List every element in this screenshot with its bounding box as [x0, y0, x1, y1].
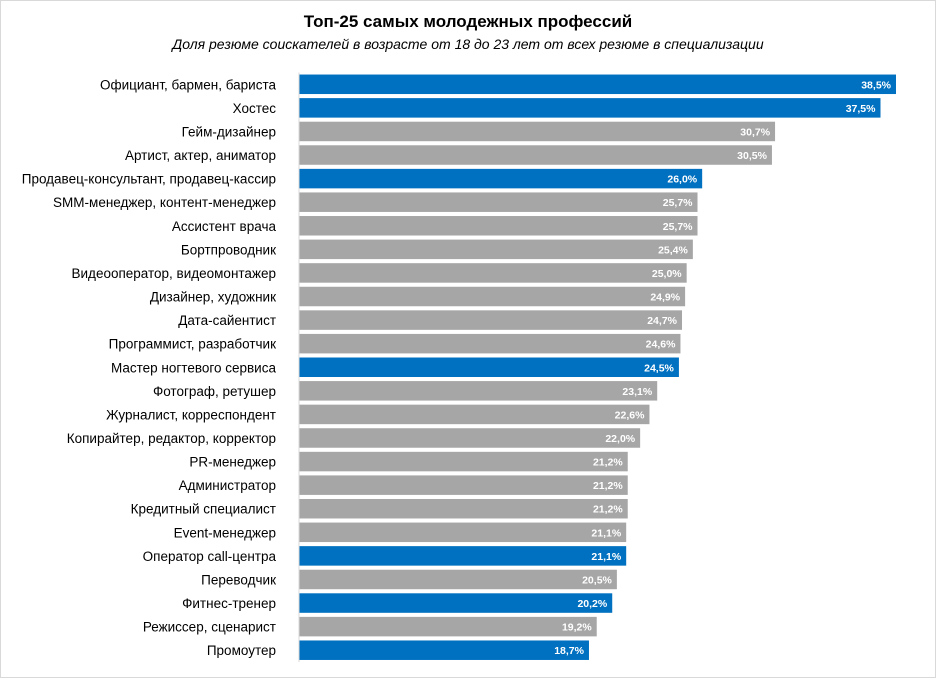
value-label: 37,5%	[846, 103, 876, 115]
bar-14	[299, 381, 658, 401]
category-label: Фотограф, ретушер	[153, 384, 276, 399]
bar-3	[299, 121, 776, 142]
bar-19	[299, 498, 628, 519]
category-label: Фитнес-тренер	[182, 596, 276, 611]
value-label: 21,2%	[593, 480, 623, 492]
bar-2	[299, 98, 881, 118]
category-label: PR-менеджер	[189, 455, 276, 470]
category-label: Гейм-дизайнер	[182, 124, 276, 139]
category-label: Режиссер, сценарист	[143, 620, 276, 635]
category-label: Ассистент врача	[172, 219, 277, 234]
value-label: 25,4%	[658, 244, 688, 256]
bar-15	[299, 404, 650, 425]
chart-title: Топ-25 самых молодежных профессий	[303, 12, 633, 31]
bar-6	[299, 192, 698, 212]
value-label: 30,5%	[737, 150, 767, 162]
category-label: Бортпроводник	[181, 242, 276, 257]
value-label: 21,2%	[593, 504, 623, 516]
bar-16	[299, 428, 641, 448]
bar-13	[299, 357, 679, 377]
category-label: Копирайтер, редактор, корректор	[67, 431, 276, 446]
bar-7	[299, 216, 698, 236]
value-label: 30,7%	[740, 126, 770, 138]
category-label: Event-менеджер	[174, 525, 276, 540]
category-label: Продавец-консультант, продавец-кассир	[22, 172, 276, 187]
category-label: Переводчик	[201, 572, 276, 587]
value-label: 25,0%	[652, 268, 682, 280]
value-label: 26,0%	[667, 174, 697, 186]
value-label: 22,0%	[605, 433, 635, 445]
value-label: 25,7%	[663, 221, 693, 233]
bar-20	[299, 522, 627, 543]
bar-18	[299, 475, 628, 495]
category-label: Оператор call-центра	[143, 549, 277, 564]
bar-23	[299, 593, 613, 613]
value-label: 24,6%	[646, 339, 676, 351]
category-label: Хостес	[233, 101, 277, 116]
category-label: Официант, бармен, бариста	[100, 77, 277, 92]
value-label: 24,7%	[647, 315, 677, 327]
value-label: 19,2%	[562, 622, 592, 634]
category-label: Видеооператор, видеомонтажер	[72, 266, 276, 281]
bar-1	[299, 74, 896, 95]
value-label: 20,2%	[577, 598, 607, 610]
value-label: 18,7%	[554, 645, 584, 657]
value-label: 21,1%	[591, 551, 621, 563]
bar-24	[299, 616, 597, 637]
chart-subtitle: Доля резюме соискателей в возрасте от 18…	[172, 36, 764, 52]
bar-4	[299, 145, 772, 165]
value-label: 22,6%	[615, 409, 645, 421]
category-label: SMM-менеджер, контент-менеджер	[53, 195, 276, 210]
value-label: 21,1%	[591, 527, 621, 539]
category-label: Кредитный специалист	[131, 502, 276, 517]
category-label: Промоутер	[207, 643, 276, 658]
value-label: 20,5%	[582, 574, 612, 586]
category-label: Администратор	[179, 478, 276, 493]
bar-5	[299, 168, 703, 189]
bar-25	[299, 640, 589, 660]
value-label: 24,9%	[650, 292, 680, 304]
value-label: 23,1%	[622, 386, 652, 398]
bar-10	[299, 286, 686, 307]
category-label: Журналист, корреспондент	[106, 407, 276, 422]
bar-22	[299, 569, 617, 590]
category-label: Дизайнер, художник	[150, 290, 276, 305]
category-label: Программист, разработчик	[109, 337, 276, 352]
category-label: Мастер ногтевого сервиса	[111, 360, 277, 375]
value-label: 25,7%	[663, 197, 693, 209]
bar-21	[299, 546, 627, 566]
bar-8	[299, 239, 693, 260]
bar-12	[299, 333, 681, 354]
bar-17	[299, 451, 628, 472]
value-label: 21,2%	[593, 457, 623, 469]
value-label: 38,5%	[861, 79, 891, 91]
value-label: 24,5%	[644, 362, 674, 374]
bar-9	[299, 263, 687, 283]
category-label: Дата-сайентист	[178, 313, 276, 328]
category-label: Артист, актер, аниматор	[125, 148, 276, 163]
bar-11	[299, 310, 683, 330]
